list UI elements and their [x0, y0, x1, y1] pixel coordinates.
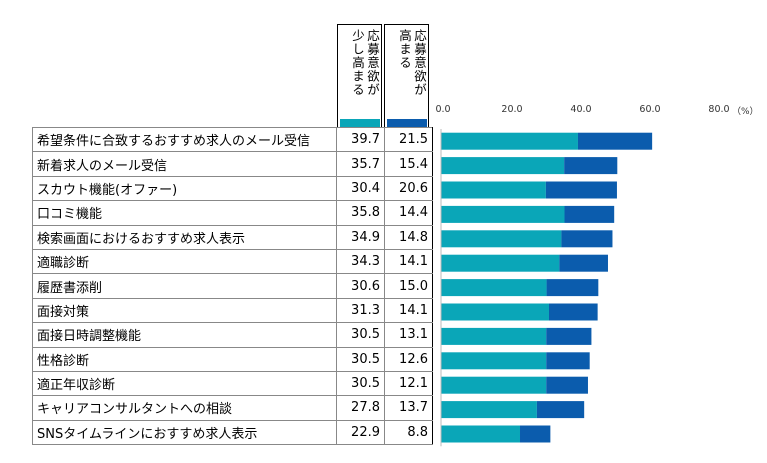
- value-slightly: 34.3: [336, 248, 385, 275]
- table-row: 新着求人のメール受信 35.7 15.4: [32, 151, 433, 177]
- legend-header-high: 応募意欲が 高まる: [384, 24, 429, 127]
- bar-slightly: [441, 352, 547, 370]
- x-tick-0: 0.0: [435, 104, 451, 115]
- value-high: 13.7: [384, 395, 433, 421]
- value-high: 15.4: [384, 151, 433, 177]
- category-label: 面接日時調整機能: [32, 322, 337, 348]
- value-slightly: 30.5: [336, 346, 385, 372]
- table-row: 性格診断 30.5 12.6: [32, 346, 433, 372]
- bar-slightly: [441, 157, 565, 175]
- table-row: 検索画面におけるおすすめ求人表示 34.9 14.8: [32, 224, 433, 250]
- value-high: 12.6: [384, 346, 433, 372]
- bar-high: [546, 279, 599, 297]
- bar-slightly: [441, 205, 565, 223]
- legend-swatch-slightly: [340, 119, 380, 127]
- value-slightly: 31.3: [336, 297, 385, 324]
- bar-slightly: [441, 303, 549, 321]
- value-slightly: 30.4: [336, 175, 385, 202]
- value-high: 12.1: [384, 370, 433, 397]
- category-label: SNSタイムラインにおすすめ求人表示: [32, 419, 337, 446]
- table-row: 面接対策 31.3 14.1: [32, 297, 433, 324]
- bar-slightly: [441, 401, 537, 419]
- bar-high: [520, 425, 551, 443]
- x-unit-label: （%）: [732, 107, 759, 117]
- legend-slightly-line2: 少し高まる: [350, 29, 365, 97]
- category-label: 面接対策: [32, 297, 337, 324]
- value-slightly: 35.8: [336, 200, 385, 226]
- table-row: 適正年収診断 30.5 12.1: [32, 370, 433, 397]
- legend-slightly-line1: 応募意欲が: [365, 29, 380, 97]
- value-high: 14.1: [384, 297, 433, 324]
- value-high: 20.6: [384, 175, 433, 202]
- value-high: 21.5: [384, 126, 433, 153]
- value-high: 8.8: [384, 419, 433, 446]
- value-high: 14.1: [384, 248, 433, 275]
- bar-high: [546, 352, 590, 370]
- table-row: 面接日時調整機能 30.5 13.1: [32, 322, 433, 348]
- value-high: 13.1: [384, 322, 433, 348]
- bar-high: [545, 181, 617, 199]
- category-label: 検索画面におけるおすすめ求人表示: [32, 224, 337, 250]
- category-label: 性格診断: [32, 346, 337, 372]
- category-label: 口コミ機能: [32, 200, 337, 226]
- value-high: 14.4: [384, 200, 433, 226]
- category-label: 新着求人のメール受信: [32, 151, 337, 177]
- x-tick-60: 60.0: [639, 104, 661, 115]
- table-row: SNSタイムラインにおすすめ求人表示 22.9 8.8: [32, 419, 433, 446]
- legend-header-slightly: 応募意欲が 少し高まる: [337, 24, 382, 127]
- value-slightly: 34.9: [336, 224, 385, 250]
- bar-high: [564, 157, 618, 175]
- bar-slightly: [441, 132, 578, 150]
- legend-high-line2: 高まる: [397, 29, 412, 70]
- category-label: キャリアコンサルタントへの相談: [32, 395, 337, 421]
- value-slightly: 27.8: [336, 395, 385, 421]
- x-tick-80: 80.0: [708, 104, 730, 115]
- bar-slightly: [441, 254, 560, 272]
- value-high: 15.0: [384, 273, 433, 299]
- value-slightly: 30.6: [336, 273, 385, 299]
- table-row: 口コミ機能 35.8 14.4: [32, 200, 433, 226]
- bar-high: [564, 205, 615, 223]
- bar-slightly: [441, 230, 562, 248]
- x-tick-40: 40.0: [570, 104, 592, 115]
- bar-slightly: [441, 327, 547, 345]
- table-row: 履歴書添削 30.6 15.0: [32, 273, 433, 299]
- bar-high: [577, 132, 653, 150]
- category-label: 履歴書添削: [32, 273, 337, 299]
- table-row: キャリアコンサルタントへの相談 27.8 13.7: [32, 395, 433, 421]
- bar-slightly: [441, 279, 547, 297]
- bar-slightly: [441, 425, 521, 443]
- value-slightly: 39.7: [336, 126, 385, 153]
- bar-high: [546, 376, 588, 394]
- bar-high: [536, 401, 585, 419]
- bar-slightly: [441, 376, 547, 394]
- bar-slightly: [441, 181, 546, 199]
- legend-swatch-high: [387, 119, 427, 127]
- value-slightly: 22.9: [336, 419, 385, 446]
- bar-high: [559, 254, 608, 272]
- bar-high: [548, 303, 598, 321]
- table-row: 適職診断 34.3 14.1: [32, 248, 433, 275]
- value-slightly: 35.7: [336, 151, 385, 177]
- value-slightly: 30.5: [336, 370, 385, 397]
- bar-high: [546, 327, 592, 345]
- category-label: 適正年収診断: [32, 370, 337, 397]
- legend-high-line1: 応募意欲が: [412, 29, 427, 97]
- x-tick-20: 20.0: [501, 104, 523, 115]
- bar-high: [561, 230, 613, 248]
- data-table: 希望条件に合致するおすすめ求人のメール受信 39.7 21.5 新着求人のメール受信 3…: [32, 126, 433, 446]
